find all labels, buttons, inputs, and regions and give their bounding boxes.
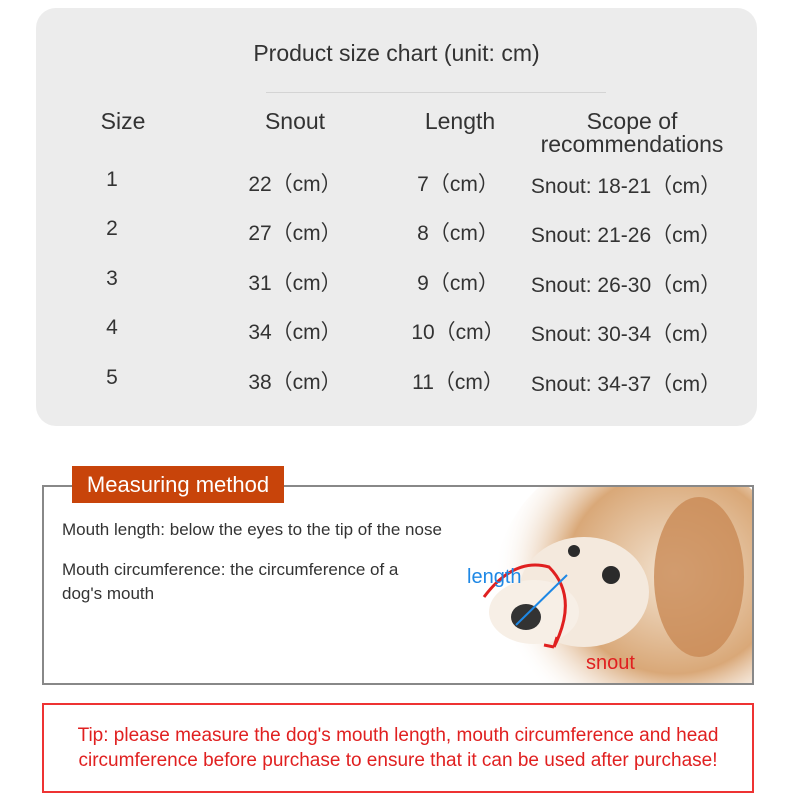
cell-size: 1: [106, 168, 118, 191]
cell-length: 8（cm）: [417, 222, 499, 245]
cell-scope: Snout: 34-37（cm）: [530, 373, 722, 396]
arrow-icon: [543, 636, 559, 649]
cell-length: 11（cm）: [412, 371, 504, 394]
header-snout: Snout: [264, 108, 326, 134]
mouth-length-text: Mouth length: below the eyes to the tip …: [62, 520, 442, 539]
divider: [266, 92, 606, 93]
cell-length: 7（cm）: [417, 173, 499, 196]
length-line: [515, 574, 568, 626]
measure-lines: [482, 563, 568, 649]
cell-scope: Snout: 18-21（cm）: [530, 175, 722, 198]
snout-label: snout: [586, 652, 635, 674]
cell-length: 9（cm）: [417, 272, 499, 295]
cell-scope: Snout: 30-34（cm）: [530, 323, 722, 346]
size-chart-title: Product size chart (unit: cm): [253, 40, 540, 66]
cell-length: 10（cm）: [411, 321, 505, 344]
cell-size: 2: [106, 217, 118, 240]
cell-snout: 34（cm）: [248, 321, 342, 344]
snout-arc: [482, 563, 567, 648]
cell-scope: Snout: 21-26（cm）: [530, 224, 722, 247]
tip-box: Tip: please measure the dog's mouth leng…: [42, 703, 754, 793]
cell-size: 4: [106, 316, 118, 339]
cell-snout: 22（cm）: [248, 173, 342, 196]
header-scope: Scope of recommendations: [540, 108, 724, 157]
length-label: length: [467, 566, 522, 588]
header-length: Length: [424, 108, 496, 134]
cell-size: 3: [106, 267, 118, 290]
mouth-circumference-text: Mouth circumference: the circumference o…: [62, 560, 399, 603]
cell-size: 5: [106, 366, 118, 389]
size-chart-panel: Product size chart (unit: cm): [36, 8, 757, 426]
cell-snout: 31（cm）: [248, 272, 342, 295]
header-size: Size: [100, 108, 146, 134]
measuring-method-box: Mouth length: below the eyes to the tip …: [42, 485, 754, 685]
cell-scope: Snout: 26-30（cm）: [530, 274, 722, 297]
cell-snout: 27（cm）: [248, 222, 342, 245]
measuring-method-label: Measuring method: [72, 466, 284, 503]
cell-snout: 38（cm）: [248, 371, 342, 394]
